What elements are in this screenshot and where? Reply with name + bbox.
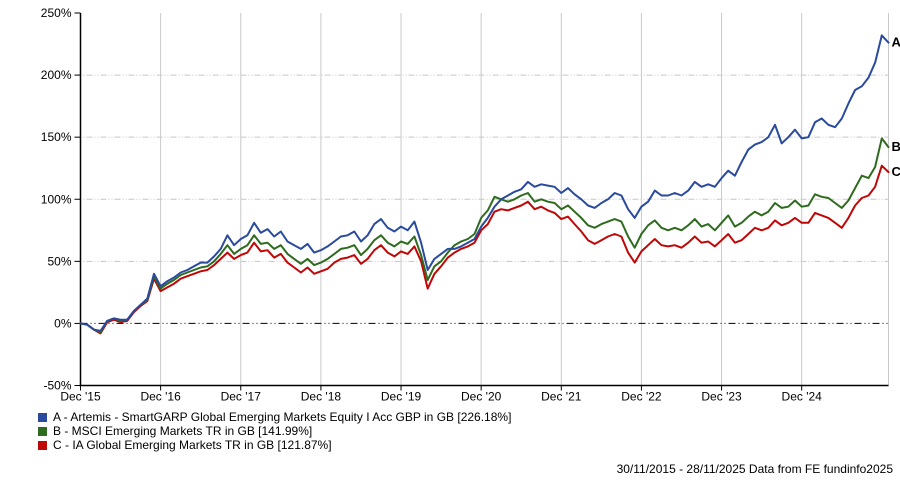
legend-swatch-C: [38, 440, 47, 450]
legend-label-C: C - IA Global Emerging Markets TR in GB …: [53, 438, 332, 452]
legend-row-C: C - IA Global Emerging Markets TR in GB …: [38, 438, 511, 452]
date-range-and-source: 30/11/2015 - 28/11/2025 Data from FE fun…: [616, 462, 893, 476]
legend-label-B: B - MSCI Emerging Markets TR in GB [141.…: [53, 424, 313, 438]
x-tick-label: Dec '16: [140, 390, 181, 404]
legend-row-B: B - MSCI Emerging Markets TR in GB [141.…: [38, 424, 511, 438]
series-endpoint-label-C: C: [892, 164, 900, 179]
x-tick-label: Dec '22: [621, 390, 662, 404]
y-tick-label: 50%: [47, 254, 71, 268]
y-tick-label: 250%: [41, 6, 72, 20]
series-endpoint-label-A: A: [892, 35, 900, 50]
y-tick-label: -50%: [43, 379, 71, 393]
x-tick-label: Dec '24: [782, 390, 823, 404]
y-tick-label: 200%: [41, 68, 72, 82]
legend-row-A: A - Artemis - SmartGARP Global Emerging …: [38, 410, 511, 424]
x-tick-label: Dec '20: [461, 390, 502, 404]
legend-label-A: A - Artemis - SmartGARP Global Emerging …: [53, 410, 512, 424]
x-tick-label: Dec '18: [301, 390, 342, 404]
x-tick-label: Dec '17: [221, 390, 262, 404]
y-tick-label: 150%: [41, 130, 72, 144]
y-tick-label: 100%: [41, 192, 72, 206]
legend-swatch-B: [38, 426, 47, 436]
x-tick-label: Dec '19: [381, 390, 422, 404]
series-line-B: [79, 137, 890, 334]
series-line-C: [79, 164, 890, 335]
series-endpoint-label-B: B: [892, 139, 900, 154]
chart-legend: A - Artemis - SmartGARP Global Emerging …: [38, 410, 511, 452]
x-tick-label: Dec '21: [541, 390, 582, 404]
series-line-A: [79, 34, 890, 332]
legend-swatch-A: [38, 412, 47, 422]
y-tick-label: 0%: [54, 316, 72, 330]
x-tick-label: Dec '15: [60, 390, 101, 404]
x-tick-label: Dec '23: [701, 390, 742, 404]
